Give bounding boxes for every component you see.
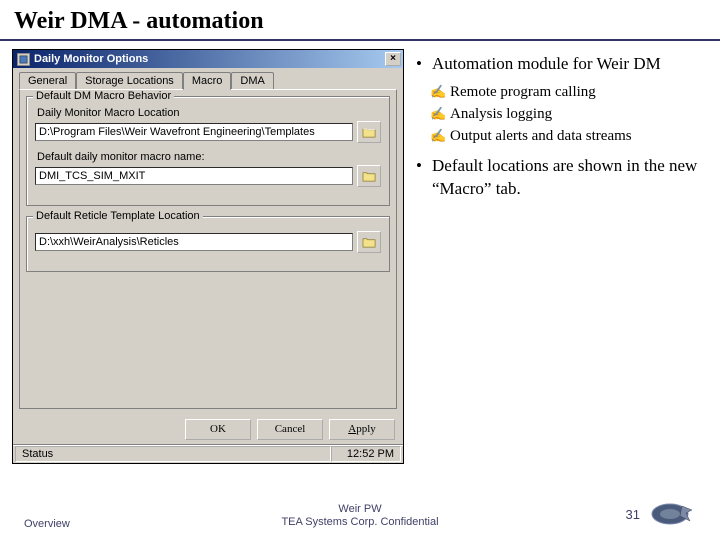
- bullet-1-3: ✍Output alerts and data streams: [414, 126, 708, 146]
- macro-location-input[interactable]: [35, 123, 353, 141]
- tab-body: Default DM Macro Behavior Daily Monitor …: [19, 89, 397, 409]
- browse-button-3[interactable]: [357, 231, 381, 253]
- slide-bullets: Automation module for Weir DM ✍Remote pr…: [414, 49, 708, 464]
- reticle-location-input[interactable]: [35, 233, 353, 251]
- page-number: 31: [626, 507, 640, 522]
- tab-dma[interactable]: DMA: [231, 72, 273, 89]
- apply-button[interactable]: Apply: [329, 419, 395, 440]
- bullet-1-2: ✍Analysis logging: [414, 104, 708, 124]
- reticle-template-group: Default Reticle Template Location: [26, 216, 390, 272]
- hand-icon: ✍: [430, 105, 446, 123]
- folder-icon: [362, 170, 377, 183]
- browse-button-2[interactable]: [357, 165, 381, 187]
- slide-footer: Overview Weir PW TEA Systems Corp. Confi…: [0, 498, 720, 530]
- macro-name-label: Default daily monitor macro name:: [37, 151, 381, 163]
- ok-button[interactable]: OK: [185, 419, 251, 440]
- bullet-1-1: ✍Remote program calling: [414, 82, 708, 102]
- bullet-1: Automation module for Weir DM: [414, 53, 708, 76]
- close-button[interactable]: ×: [385, 52, 401, 66]
- tab-storage[interactable]: Storage Locations: [76, 72, 183, 89]
- cancel-button[interactable]: Cancel: [257, 419, 323, 440]
- status-bar: Status 12:52 PM: [13, 444, 403, 463]
- browse-button-1[interactable]: [357, 121, 381, 143]
- slide-title: Weir DMA - automation: [0, 0, 720, 41]
- folder-icon: [362, 236, 377, 249]
- folder-icon: [362, 126, 377, 139]
- group2-legend: Default Reticle Template Location: [33, 210, 203, 222]
- macro-location-label: Daily Monitor Macro Location: [37, 107, 381, 119]
- hand-icon: ✍: [430, 83, 446, 101]
- tab-macro[interactable]: Macro: [183, 72, 232, 90]
- window-title: Daily Monitor Options: [34, 53, 148, 65]
- macro-name-input[interactable]: [35, 167, 353, 185]
- hand-icon: ✍: [430, 127, 446, 145]
- macro-behavior-group: Default DM Macro Behavior Daily Monitor …: [26, 96, 390, 206]
- group-legend: Default DM Macro Behavior: [33, 90, 174, 102]
- content-area: Daily Monitor Options × General Storage …: [0, 41, 720, 464]
- titlebar: Daily Monitor Options ×: [13, 50, 403, 68]
- bullet-2: Default locations are shown in the new “…: [414, 155, 708, 201]
- footer-right: 31: [556, 498, 696, 530]
- footer-center: Weir PW TEA Systems Corp. Confidential: [164, 503, 556, 531]
- dialog-button-row: OK Cancel Apply: [13, 415, 403, 444]
- options-dialog: Daily Monitor Options × General Storage …: [12, 49, 404, 464]
- app-icon: [17, 53, 30, 66]
- status-text: Status: [15, 446, 331, 462]
- footer-left: Overview: [24, 518, 164, 530]
- logo-icon: [648, 498, 696, 530]
- tab-general[interactable]: General: [19, 72, 76, 89]
- tab-bar: General Storage Locations Macro DMA: [13, 68, 403, 89]
- status-time: 12:52 PM: [331, 446, 401, 462]
